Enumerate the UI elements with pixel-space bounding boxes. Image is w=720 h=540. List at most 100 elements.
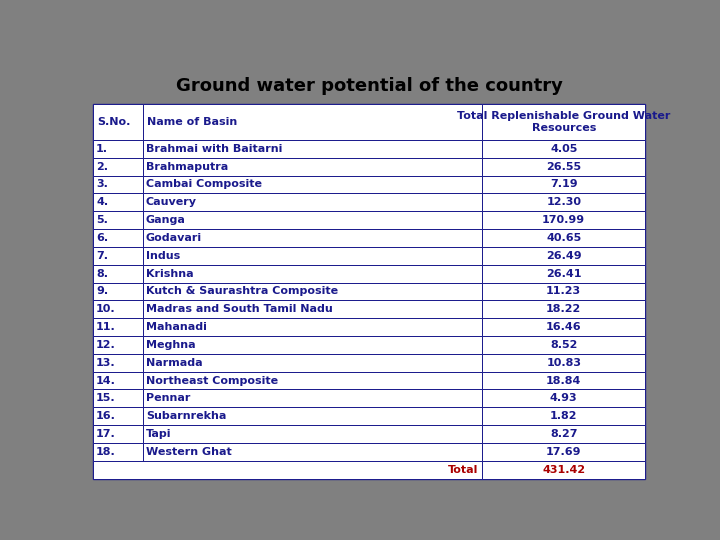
Bar	[93, 300, 143, 318]
Text: 170.99: 170.99	[542, 215, 585, 225]
Bar	[93, 247, 143, 265]
Text: 10.83: 10.83	[546, 357, 581, 368]
Text: Subarnrekha: Subarnrekha	[146, 411, 226, 421]
Bar	[93, 389, 143, 407]
Bar	[143, 211, 482, 229]
Text: Total Replenishable Ground Water
Resources: Total Replenishable Ground Water Resourc…	[457, 111, 670, 133]
Bar	[93, 229, 143, 247]
Text: Meghna: Meghna	[146, 340, 196, 350]
Text: 8.52: 8.52	[550, 340, 577, 350]
Text: 12.: 12.	[96, 340, 116, 350]
Bar	[93, 443, 143, 461]
Text: 26.55: 26.55	[546, 161, 581, 172]
Bar	[482, 193, 645, 211]
Text: 1.: 1.	[96, 144, 108, 154]
Bar	[143, 282, 482, 300]
Bar	[482, 265, 645, 282]
Text: 11.: 11.	[96, 322, 116, 332]
Bar	[143, 354, 482, 372]
Text: 8.: 8.	[96, 268, 108, 279]
Text: 6.: 6.	[96, 233, 108, 243]
Bar	[93, 104, 143, 140]
Bar	[93, 140, 143, 158]
Bar	[143, 300, 482, 318]
Text: 7.19: 7.19	[550, 179, 577, 190]
Bar	[93, 336, 143, 354]
Text: 26.49: 26.49	[546, 251, 582, 261]
Bar	[482, 425, 645, 443]
Text: 9.: 9.	[96, 286, 108, 296]
Text: Brahmaputra: Brahmaputra	[146, 161, 228, 172]
Bar	[482, 282, 645, 300]
Bar	[482, 407, 645, 425]
Text: Godavari: Godavari	[146, 233, 202, 243]
Text: Madras and South Tamil Nadu: Madras and South Tamil Nadu	[146, 304, 333, 314]
Bar	[93, 354, 143, 372]
Bar	[482, 247, 645, 265]
Bar	[143, 176, 482, 193]
Text: 12.30: 12.30	[546, 197, 581, 207]
Bar	[482, 176, 645, 193]
Text: 4.05: 4.05	[550, 144, 577, 154]
Bar	[143, 318, 482, 336]
Bar	[482, 461, 645, 478]
Text: 18.: 18.	[96, 447, 116, 457]
Text: 431.42: 431.42	[542, 464, 585, 475]
Bar	[143, 443, 482, 461]
Bar	[143, 193, 482, 211]
Text: 17.69: 17.69	[546, 447, 582, 457]
Bar	[93, 425, 143, 443]
Text: 15.: 15.	[96, 393, 116, 403]
Text: Cauvery: Cauvery	[146, 197, 197, 207]
Text: Tapi: Tapi	[146, 429, 171, 439]
Bar	[93, 211, 143, 229]
Text: S.No.: S.No.	[97, 117, 130, 127]
Text: Name of Basin: Name of Basin	[147, 117, 237, 127]
Bar	[93, 265, 143, 282]
Text: 10.: 10.	[96, 304, 116, 314]
Text: 13.: 13.	[96, 357, 116, 368]
Bar	[482, 372, 645, 389]
Bar	[93, 193, 143, 211]
Text: 7.: 7.	[96, 251, 108, 261]
Bar	[143, 425, 482, 443]
Bar	[482, 389, 645, 407]
Text: 16.46: 16.46	[546, 322, 582, 332]
Text: 3.: 3.	[96, 179, 108, 190]
Text: 2.: 2.	[96, 161, 108, 172]
Text: Cambai Composite: Cambai Composite	[146, 179, 262, 190]
Bar	[93, 176, 143, 193]
Text: Krishna: Krishna	[146, 268, 194, 279]
Bar	[93, 461, 482, 478]
Bar	[143, 265, 482, 282]
Text: 8.27: 8.27	[550, 429, 577, 439]
Text: Western Ghat: Western Ghat	[146, 447, 232, 457]
Bar	[482, 300, 645, 318]
Bar	[143, 389, 482, 407]
Text: 16.: 16.	[96, 411, 116, 421]
Bar	[482, 158, 645, 176]
Bar	[482, 443, 645, 461]
Bar	[143, 336, 482, 354]
Text: 40.65: 40.65	[546, 233, 581, 243]
Text: Total: Total	[448, 464, 478, 475]
Text: Indus: Indus	[146, 251, 180, 261]
Text: Northeast Composite: Northeast Composite	[146, 375, 278, 386]
Text: Brahmai with Baitarni: Brahmai with Baitarni	[146, 144, 282, 154]
Text: 17.: 17.	[96, 429, 116, 439]
Text: Ground water potential of the country: Ground water potential of the country	[176, 77, 562, 95]
Bar	[143, 158, 482, 176]
Text: 14.: 14.	[96, 375, 116, 386]
Bar	[482, 318, 645, 336]
Bar	[93, 158, 143, 176]
Bar	[93, 318, 143, 336]
Text: Narmada: Narmada	[146, 357, 202, 368]
Text: Kutch & Saurashtra Composite: Kutch & Saurashtra Composite	[146, 286, 338, 296]
Bar	[143, 247, 482, 265]
Bar	[143, 372, 482, 389]
Bar	[482, 104, 645, 140]
Text: 1.82: 1.82	[550, 411, 577, 421]
Bar	[143, 140, 482, 158]
Bar	[482, 336, 645, 354]
Text: Pennar: Pennar	[146, 393, 190, 403]
